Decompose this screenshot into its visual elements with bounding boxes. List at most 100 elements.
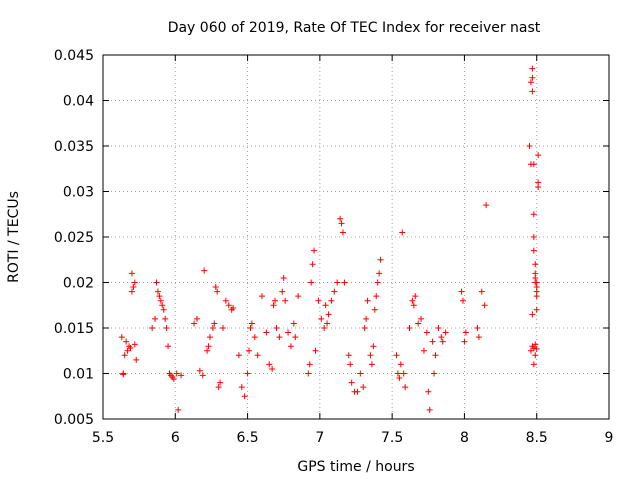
chart-title: Day 060 of 2019, Rate Of TEC Index for r… xyxy=(168,20,541,36)
data-point xyxy=(318,315,325,322)
data-point xyxy=(410,302,417,309)
data-point xyxy=(481,302,488,309)
data-point xyxy=(402,384,409,391)
data-point xyxy=(529,311,536,318)
x-tick-label: 6.5 xyxy=(236,430,258,446)
data-point xyxy=(251,334,258,341)
data-point xyxy=(123,338,130,345)
data-point xyxy=(215,384,222,391)
data-point xyxy=(287,343,294,350)
y-tick-label: 0.035 xyxy=(54,139,94,155)
data-point xyxy=(435,325,442,331)
data-point xyxy=(475,334,482,341)
data-point xyxy=(128,270,135,277)
data-point xyxy=(204,347,211,354)
data-point xyxy=(462,329,469,336)
data-point xyxy=(193,315,200,322)
x-tick-label: 7 xyxy=(315,430,324,446)
data-point xyxy=(259,293,266,300)
x-tick-label: 5.5 xyxy=(92,430,114,446)
data-point xyxy=(131,279,138,286)
data-point xyxy=(530,361,537,368)
x-tick-label: 8.5 xyxy=(526,430,548,446)
data-point xyxy=(360,384,367,391)
y-tick-label: 0.04 xyxy=(63,94,94,110)
y-tick-label: 0.025 xyxy=(54,230,94,246)
data-point xyxy=(529,65,536,72)
data-point xyxy=(368,361,375,368)
data-point xyxy=(532,261,539,268)
data-point xyxy=(131,341,138,348)
x-tick-label: 7.5 xyxy=(381,430,403,446)
data-point xyxy=(529,74,536,81)
data-point xyxy=(276,334,283,341)
data-point xyxy=(339,229,346,236)
data-point xyxy=(263,329,270,336)
data-point xyxy=(483,202,490,209)
data-point xyxy=(321,325,328,331)
data-point xyxy=(526,143,533,149)
data-point xyxy=(222,297,229,304)
data-point xyxy=(478,288,485,295)
data-point xyxy=(530,211,537,218)
data-point xyxy=(290,320,297,327)
data-point xyxy=(285,329,292,336)
data-point xyxy=(394,370,401,377)
data-point xyxy=(400,370,407,377)
data-point xyxy=(374,279,381,286)
data-point xyxy=(423,329,430,336)
data-point xyxy=(535,183,542,190)
data-point xyxy=(305,370,312,377)
data-point xyxy=(527,347,534,354)
data-point xyxy=(533,293,540,300)
data-point xyxy=(315,297,322,304)
data-point xyxy=(406,325,413,331)
data-point xyxy=(152,315,159,322)
data-point xyxy=(348,379,355,386)
data-point xyxy=(120,371,127,378)
data-point xyxy=(399,229,406,236)
y-tick-label: 0.01 xyxy=(63,367,94,383)
data-point xyxy=(535,152,542,159)
data-point xyxy=(325,311,332,318)
data-point xyxy=(248,320,255,327)
data-point xyxy=(354,388,361,395)
data-point xyxy=(178,372,185,379)
data-point xyxy=(461,338,468,345)
data-point xyxy=(153,279,160,286)
data-point xyxy=(201,267,208,274)
data-point xyxy=(415,320,422,327)
data-point xyxy=(393,352,400,359)
data-point xyxy=(247,325,254,331)
data-point xyxy=(311,247,318,254)
x-tick-label: 6 xyxy=(171,430,180,446)
data-point xyxy=(309,261,316,268)
data-point xyxy=(432,352,439,359)
data-point xyxy=(532,352,539,359)
data-point xyxy=(130,284,137,291)
data-point xyxy=(209,325,216,331)
data-point xyxy=(162,315,169,322)
data-point xyxy=(272,297,279,304)
data-point xyxy=(199,372,206,379)
grid-lines xyxy=(103,55,609,419)
y-tick-label: 0.005 xyxy=(54,412,94,428)
data-point xyxy=(376,270,383,277)
y-axis-label: ROTI / TECUs xyxy=(6,191,22,283)
data-point xyxy=(127,345,134,352)
data-point xyxy=(396,375,403,382)
x-tick-label: 9 xyxy=(605,430,614,446)
data-point xyxy=(532,341,539,348)
data-point xyxy=(206,334,213,341)
data-point xyxy=(175,406,182,413)
data-point xyxy=(159,302,166,309)
data-point xyxy=(270,302,277,309)
data-point xyxy=(128,288,135,295)
y-tick-label: 0.02 xyxy=(63,276,94,292)
data-point xyxy=(241,393,248,400)
data-point xyxy=(308,279,315,286)
data-point xyxy=(530,234,537,240)
data-point xyxy=(269,365,276,372)
data-point xyxy=(530,247,537,254)
